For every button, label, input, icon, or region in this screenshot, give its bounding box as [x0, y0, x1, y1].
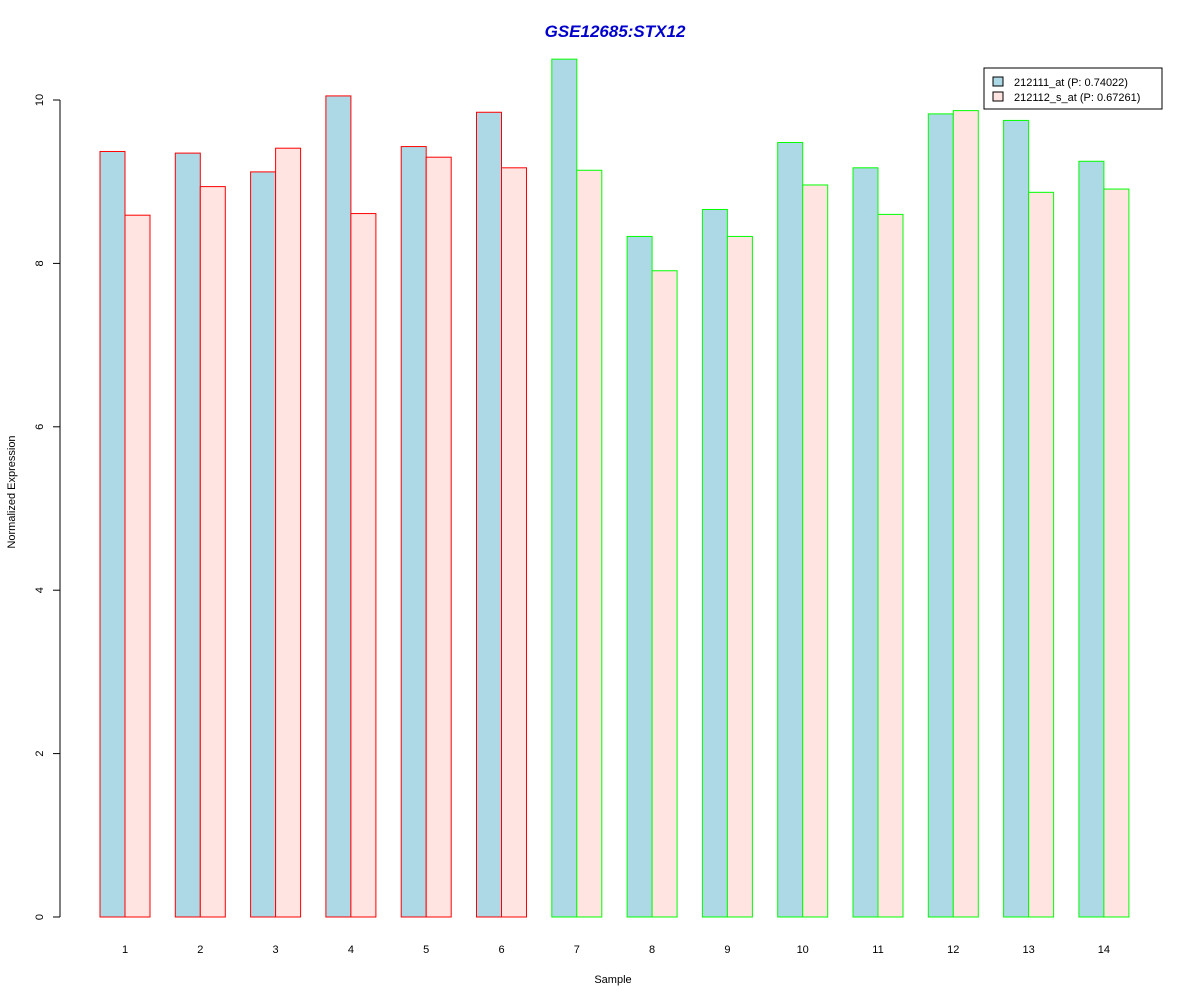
bar-series2-sample-10: [802, 184, 829, 918]
legend: 212111_at (P: 0.74022) 212112_s_at (P: 0.…: [983, 67, 1163, 110]
bar-series2-sample-6: [501, 167, 527, 918]
bar-series2-sample-13: [1028, 191, 1055, 918]
y-tick-label: 4: [34, 587, 46, 593]
chart-title: GSE12685:STX12: [545, 22, 686, 41]
y-axis-label: Normalized Expression: [6, 435, 18, 548]
legend-label: 212112_s_at (P: 0.67261): [1014, 92, 1140, 104]
x-tick-label: 8: [649, 944, 655, 956]
x-tick-label: 6: [498, 944, 504, 956]
bar-series1-sample-7: [551, 58, 578, 918]
bar-series2-sample-4: [350, 213, 377, 918]
bar-series2-sample-8: [651, 270, 678, 918]
bar-series2-sample-3: [275, 147, 302, 918]
x-axis-label: Sample: [594, 974, 631, 986]
bar-series2-sample-14: [1103, 188, 1130, 918]
y-tick-label: 8: [34, 260, 46, 266]
x-tick-label: 10: [797, 944, 809, 956]
bar-series1-sample-10: [777, 141, 804, 918]
bar-series1-sample-8: [626, 235, 653, 918]
bar-series2-sample-9: [726, 235, 753, 918]
y-tick-label: 10: [34, 94, 46, 106]
legend-label: 212111_at (P: 0.74022): [1014, 77, 1128, 89]
bar-series1-sample-13: [1003, 119, 1030, 918]
bar-series1-sample-5: [400, 146, 427, 918]
bar-series1-sample-12: [927, 113, 954, 918]
bar-series1-sample-14: [1078, 160, 1105, 918]
y-tick-label: 0: [34, 914, 46, 920]
bar-series1-sample-9: [701, 208, 728, 918]
bar-series2-sample-7: [576, 169, 603, 918]
bars-group: [99, 58, 1130, 918]
bar-series2-sample-11: [877, 213, 904, 918]
bar-series2-sample-2: [199, 186, 226, 918]
y-tick-label: 2: [34, 751, 46, 757]
legend-swatch: [992, 76, 1004, 87]
x-tick-label: 14: [1098, 944, 1110, 956]
bar-series1-sample-1: [99, 150, 126, 918]
legend-swatch: [992, 91, 1004, 102]
bar-series1-sample-4: [325, 95, 352, 918]
y-axis: 0 2 4 6 8 10: [34, 94, 61, 920]
x-tick-label: 2: [197, 944, 203, 956]
x-tick-label: 1: [122, 944, 128, 956]
bar-series2-sample-1: [124, 214, 151, 918]
bar-series2-sample-5: [425, 156, 452, 918]
x-tick-label: 9: [724, 944, 730, 956]
x-tick-label: 12: [947, 944, 959, 956]
bar-series1-sample-6: [476, 111, 502, 918]
legend-box: [983, 67, 1163, 110]
x-tick-label: 7: [574, 944, 580, 956]
x-tick-label: 11: [872, 944, 883, 956]
bar-series2-sample-12: [952, 110, 979, 918]
x-tick-labels: 1 2 3 4 5 6 7 8 9 10 11 12 13 14: [122, 944, 1110, 956]
bar-series1-sample-11: [852, 167, 879, 918]
x-tick-label: 4: [348, 944, 354, 956]
x-tick-label: 13: [1022, 944, 1034, 956]
bar-series1-sample-3: [250, 171, 277, 918]
x-tick-label: 3: [273, 944, 279, 956]
bar-series1-sample-2: [174, 152, 201, 918]
y-tick-label: 6: [34, 424, 46, 430]
x-tick-label: 5: [423, 944, 429, 956]
